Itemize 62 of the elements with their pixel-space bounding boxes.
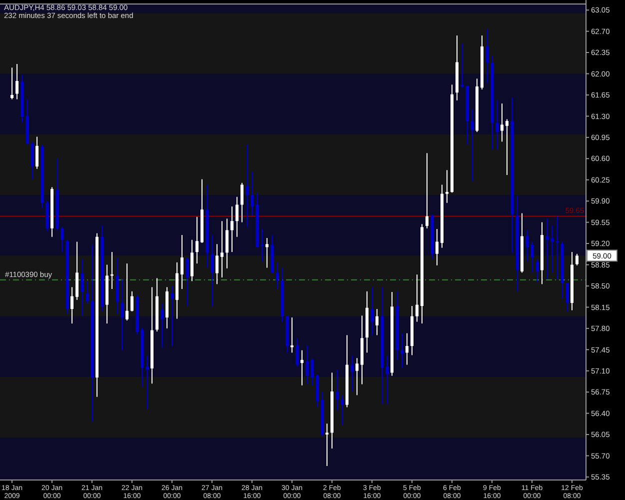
candlestick [310, 358, 314, 386]
candlestick [190, 239, 194, 282]
candlestick [126, 263, 128, 322]
candlestick [376, 308, 378, 336]
candlestick [426, 152, 428, 229]
candlestick [276, 262, 278, 290]
candlestick [16, 64, 18, 100]
candlestick [556, 216, 558, 280]
candlestick [236, 196, 238, 238]
candlestick [10, 67, 14, 100]
candlestick [546, 218, 548, 280]
candlestick [416, 274, 418, 322]
candlestick [536, 258, 538, 283]
candlestick [386, 355, 388, 405]
candlestick [210, 234, 214, 308]
candlestick [530, 241, 534, 274]
candlestick [486, 28, 488, 84]
candlestick [356, 358, 358, 396]
candlestick [266, 238, 268, 268]
candlestick [226, 218, 228, 269]
candlestick [80, 258, 84, 316]
candlestick [230, 206, 234, 253]
candlestick [216, 244, 218, 285]
candlestick [170, 285, 174, 346]
candlestick [120, 278, 124, 351]
candlestick [446, 170, 448, 204]
candlestick [220, 220, 224, 278]
candlestick [496, 100, 498, 150]
candlestick [460, 42, 464, 88]
candlestick [550, 224, 554, 274]
candlestick [326, 423, 328, 467]
candlestick [36, 136, 38, 170]
candlestick [566, 282, 568, 312]
candlestick [300, 350, 304, 386]
candlestick [30, 141, 34, 180]
candlestick [436, 228, 438, 266]
candlestick [306, 344, 308, 385]
candlestick [470, 109, 474, 182]
candlestick [406, 332, 408, 366]
candlestick [506, 118, 508, 176]
candlestick [576, 253, 578, 266]
candlestick [526, 230, 528, 262]
candlestick [240, 182, 244, 223]
candlestick [180, 234, 184, 290]
candlestick [160, 303, 164, 348]
candlestick [60, 226, 64, 253]
candlestick [186, 256, 188, 306]
candlestick [196, 216, 198, 264]
candlestick [246, 144, 248, 228]
candlestick [250, 170, 254, 216]
candlestick [146, 355, 148, 410]
candlestick [500, 102, 504, 142]
candlestick [86, 280, 88, 304]
candlestick [70, 286, 74, 324]
candlestick [370, 286, 374, 336]
candlestick [296, 338, 298, 368]
candlestick [340, 394, 344, 426]
candlestick [400, 332, 404, 368]
candlestick [130, 290, 134, 312]
candlestick [260, 228, 264, 262]
candlestick [350, 355, 354, 392]
candlestick [336, 369, 338, 411]
